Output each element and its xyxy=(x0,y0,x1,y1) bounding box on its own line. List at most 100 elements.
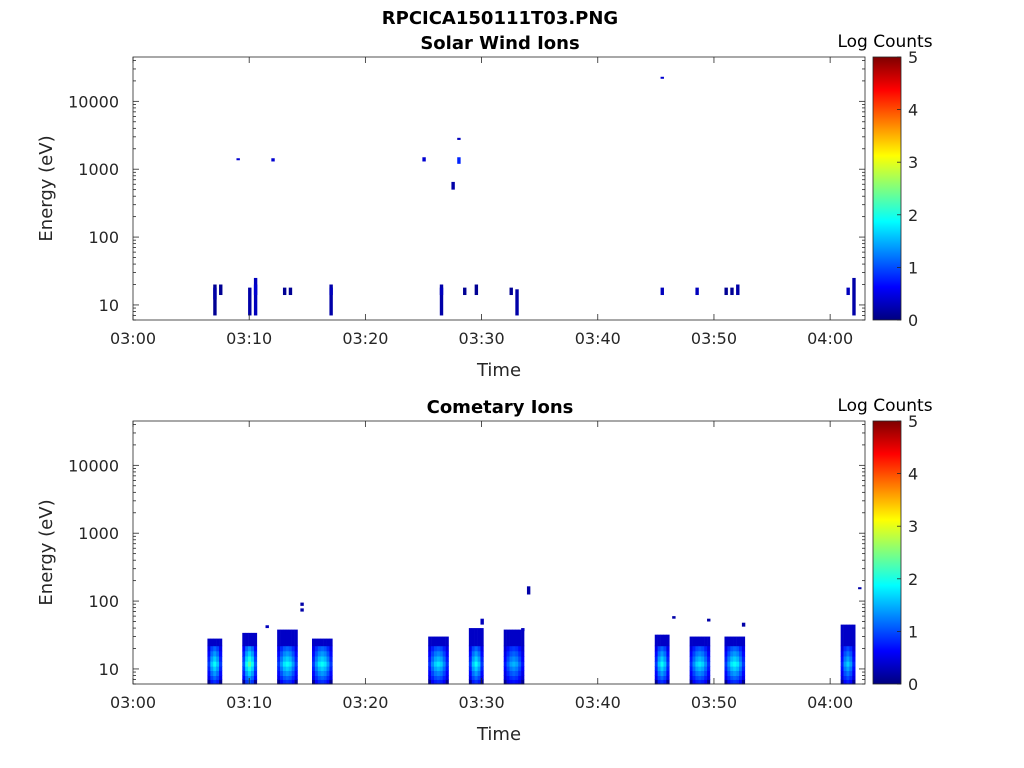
data-cell xyxy=(207,675,211,680)
data-cell xyxy=(253,675,258,680)
data-cell xyxy=(503,661,507,667)
y-tick-label: 100 xyxy=(88,592,119,611)
data-cell xyxy=(477,670,481,677)
panel-title: Solar Wind Ions xyxy=(420,33,579,54)
data-cell xyxy=(248,661,252,667)
data-cell xyxy=(846,675,850,680)
data-cell xyxy=(300,602,304,606)
data-cell xyxy=(515,661,519,667)
data-cell xyxy=(733,670,737,677)
data-cell xyxy=(521,650,525,657)
data-cell xyxy=(518,666,522,671)
x-tick-label: 03:30 xyxy=(459,693,505,712)
colorbar-label: Log Counts xyxy=(837,32,932,52)
data-cell xyxy=(736,661,740,667)
data-cell xyxy=(428,670,432,677)
data-cell xyxy=(738,666,743,671)
data-cell xyxy=(506,666,510,671)
colorbar-tick-label: 1 xyxy=(908,622,918,641)
data-cell xyxy=(285,656,290,662)
data-cell xyxy=(433,679,438,685)
data-cell xyxy=(326,656,330,662)
data-cell xyxy=(660,76,664,79)
data-cell xyxy=(445,679,449,685)
data-cell xyxy=(474,656,478,662)
data-cell xyxy=(445,645,449,652)
data-cell xyxy=(323,638,327,647)
data-cell xyxy=(849,661,853,667)
data-cell xyxy=(248,645,252,652)
data-cell xyxy=(250,679,255,685)
data-cell xyxy=(736,284,740,296)
data-cell xyxy=(666,634,670,647)
data-cell xyxy=(689,650,693,657)
data-cell xyxy=(311,670,316,677)
data-cell xyxy=(512,650,516,657)
data-cell xyxy=(730,670,734,677)
data-cell xyxy=(852,650,856,657)
data-cell xyxy=(253,666,258,671)
data-cell xyxy=(730,666,734,671)
data-cell xyxy=(474,679,478,685)
data-cell xyxy=(288,287,293,296)
data-cell xyxy=(433,670,438,677)
data-cell xyxy=(704,666,708,671)
data-cell xyxy=(326,661,330,667)
data-cell xyxy=(518,675,522,680)
data-cell xyxy=(657,675,661,680)
data-cell xyxy=(210,679,214,685)
data-cell xyxy=(738,661,743,667)
data-cell xyxy=(288,675,292,680)
data-cell xyxy=(727,666,731,671)
data-cell xyxy=(213,284,217,316)
data-cell xyxy=(280,656,284,662)
data-cell xyxy=(248,666,252,671)
data-cell xyxy=(698,670,702,677)
data-cell xyxy=(843,666,847,671)
data-cell xyxy=(840,650,844,657)
data-cell xyxy=(445,661,449,667)
data-cell xyxy=(521,629,525,647)
data-cell xyxy=(727,670,731,677)
data-cell xyxy=(311,679,316,685)
data-cell xyxy=(512,679,516,685)
data-cell xyxy=(654,679,658,685)
x-tick-label: 03:40 xyxy=(575,329,621,348)
data-cell xyxy=(433,656,438,662)
data-cell xyxy=(431,645,435,652)
data-cell xyxy=(317,645,322,652)
data-cell xyxy=(242,650,246,657)
data-cell xyxy=(457,157,461,164)
data-cell xyxy=(689,645,693,652)
data-cell xyxy=(474,628,478,647)
data-cell xyxy=(277,675,281,680)
data-cell xyxy=(695,666,699,671)
data-cell xyxy=(431,666,435,671)
data-cell xyxy=(329,645,333,652)
data-cell xyxy=(849,670,853,677)
data-cell xyxy=(280,666,284,671)
data-cell xyxy=(730,287,734,296)
data-cell xyxy=(280,629,284,647)
data-cell xyxy=(253,679,258,685)
data-cell xyxy=(727,636,731,647)
colorbar-frame xyxy=(872,420,902,685)
data-cell xyxy=(512,666,516,671)
data-cell xyxy=(207,670,211,677)
data-cell xyxy=(843,645,847,652)
data-cell xyxy=(689,656,693,662)
panel-solar-wind-ions: 03:00 03:10 03:20 03:30 03:40 03:50 04:0010100… xyxy=(36,32,933,381)
data-cell xyxy=(439,675,444,680)
data-cell xyxy=(216,675,220,680)
data-cell xyxy=(277,661,281,667)
data-cell xyxy=(698,675,702,680)
data-cell xyxy=(439,661,444,667)
data-cell xyxy=(471,666,475,671)
data-cell xyxy=(311,638,316,647)
data-cell xyxy=(439,287,444,296)
data-cell xyxy=(695,675,699,680)
data-cell xyxy=(317,656,322,662)
data-cell xyxy=(439,656,444,662)
data-cell xyxy=(250,656,255,662)
data-cell xyxy=(724,679,728,685)
